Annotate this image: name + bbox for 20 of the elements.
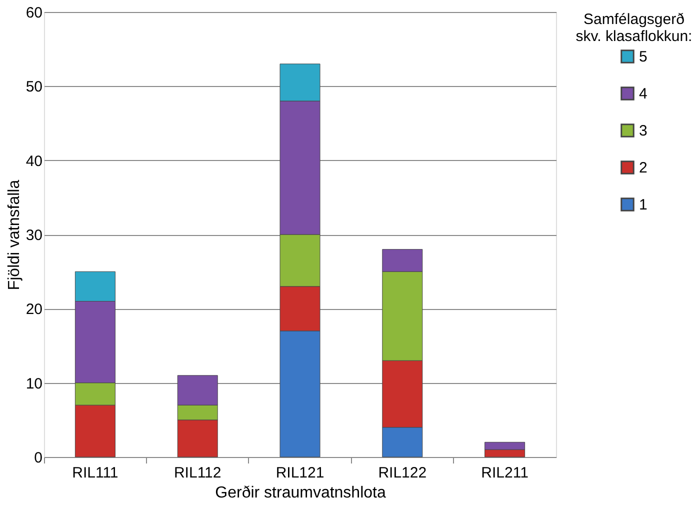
x-tick-label: RIL122 [378,464,427,482]
legend-label: 2 [639,160,648,176]
legend-title: Samfélagsgerð skv. klasaflokkun: [576,11,692,45]
x-tick-label: RIL112 [174,464,222,482]
x-tick-label: RIL211 [481,464,528,482]
y-tick-label: 30 [26,227,42,244]
x-axis-title: Gerðir straumvatnshlota [215,484,386,502]
legend-label: 5 [639,48,648,66]
x-tick-label: RIL111 [72,464,118,482]
legend-label: 3 [639,122,648,140]
y-tick-label: 10 [26,375,42,392]
y-axis-title: Fjöldi vatnsfalla [6,180,23,290]
y-tick-label: 0 [34,450,42,466]
y-tick-label: 50 [26,78,42,96]
y-tick-label: 60 [26,4,42,22]
x-tick-label: RIL121 [276,464,324,482]
legend-label: 1 [639,196,648,214]
legend-label: 4 [639,86,648,102]
y-tick-label: 20 [26,301,42,318]
y-tick-label: 40 [26,152,42,170]
